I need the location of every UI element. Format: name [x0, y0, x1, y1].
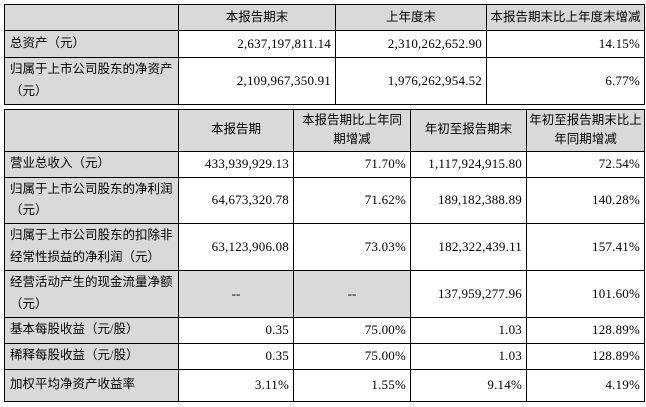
value-period-change: 71.70% — [293, 150, 411, 178]
table-row-diluted-eps: 稀释每股收益（元/股） 0.35 75.00% 1.03 128.89% — [4, 342, 645, 370]
reporting-period-summary-table: 本报告期 本报告期比上年同期增减 年初至报告期末 年初至报告期末比上年同期增减 … — [4, 108, 645, 402]
value-period: 0.35 — [178, 342, 294, 370]
metric-label: 归属于上市公司股东的扣除非经常性损益的净利润（元） — [4, 223, 179, 271]
value-prior-year-end: 1,976,262,954.52 — [335, 57, 487, 105]
table1-header-prior-year-end: 上年度末 — [335, 4, 487, 31]
table2-corner-cell — [4, 108, 179, 152]
table-row-weighted-average-roe: 加权平均净资产收益率 3.11% 1.55% 9.14% 4.19% — [4, 368, 645, 402]
table1-corner-cell — [4, 4, 179, 31]
metric-label: 基本每股收益（元/股） — [4, 316, 179, 344]
value-current-period-end: 2,109,967,350.91 — [178, 57, 336, 105]
value-period: 63,123,906.08 — [178, 223, 294, 271]
value-period-change: 75.00% — [293, 342, 411, 370]
metric-label: 经营活动产生的现金流量净额（元） — [4, 270, 179, 318]
table-row-net-profit: 归属于上市公司股东的净利润（元） 64,673,320.78 71.62% 18… — [4, 176, 645, 225]
table-row-net-profit-excl-nonrecurring: 归属于上市公司股东的扣除非经常性损益的净利润（元） 63,123,906.08 … — [4, 223, 645, 271]
value-current-period-end: 2,637,197,811.14 — [178, 30, 336, 58]
value-ytd-change: 140.28% — [526, 176, 645, 225]
table-row-total-revenue: 营业总收入（元） 433,939,929.13 71.70% 1,117,924… — [4, 150, 645, 178]
value-change: 14.15% — [486, 30, 645, 58]
table1-header-current-period-end: 本报告期末 — [178, 4, 336, 31]
value-period: 64,673,320.78 — [178, 176, 294, 225]
value-change: 6.77% — [486, 57, 645, 105]
value-period-change: -- — [293, 270, 411, 318]
value-ytd-change: 128.89% — [526, 342, 645, 370]
table2-header-row: 本报告期 本报告期比上年同期增减 年初至报告期末 年初至报告期末比上年同期增减 — [4, 108, 645, 152]
value-period: 0.35 — [178, 316, 294, 344]
metric-label: 加权平均净资产收益率 — [4, 368, 179, 402]
value-period: 433,939,929.13 — [178, 150, 294, 178]
metric-label: 归属于上市公司股东的净利润（元） — [4, 176, 179, 225]
value-ytd: 1.03 — [410, 342, 527, 370]
metric-label: 归属于上市公司股东的净资产（元） — [4, 57, 179, 105]
value-period-change: 75.00% — [293, 316, 411, 344]
table2-header-period: 本报告期 — [178, 108, 294, 152]
value-period-change: 1.55% — [293, 368, 411, 402]
value-prior-year-end: 2,310,262,652.90 — [335, 30, 487, 58]
value-ytd: 182,322,439.11 — [410, 223, 527, 271]
value-ytd-change: 72.54% — [526, 150, 645, 178]
value-ytd: 137,959,277.96 — [410, 270, 527, 318]
metric-label: 稀释每股收益（元/股） — [4, 342, 179, 370]
period-end-summary-table: 本报告期末 上年度末 本报告期末比上年度末增减 总资产（元） 2,637,197… — [4, 4, 645, 105]
value-ytd-change: 101.60% — [526, 270, 645, 318]
table1-header-row: 本报告期末 上年度末 本报告期末比上年度末增减 — [4, 4, 645, 31]
value-ytd-change: 157.41% — [526, 223, 645, 271]
value-period: -- — [178, 270, 294, 318]
table2-header-ytd-change: 年初至报告期末比上年同期增减 — [526, 108, 645, 152]
table-row-operating-cash-flow: 经营活动产生的现金流量净额（元） -- -- 137,959,277.96 10… — [4, 270, 645, 318]
table1-header-change: 本报告期末比上年度末增减 — [486, 4, 645, 31]
value-ytd: 189,182,388.89 — [410, 176, 527, 225]
table-row-basic-eps: 基本每股收益（元/股） 0.35 75.00% 1.03 128.89% — [4, 316, 645, 344]
value-ytd-change: 4.19% — [526, 368, 645, 402]
metric-label: 总资产（元） — [4, 30, 179, 58]
value-ytd: 1,117,924,915.80 — [410, 150, 527, 178]
value-period-change: 73.03% — [293, 223, 411, 271]
value-period-change: 71.62% — [293, 176, 411, 225]
value-ytd-change: 128.89% — [526, 316, 645, 344]
metric-label: 营业总收入（元） — [4, 150, 179, 178]
table-row-net-assets: 归属于上市公司股东的净资产（元） 2,109,967,350.91 1,976,… — [4, 57, 645, 105]
table2-header-period-change: 本报告期比上年同期增减 — [293, 108, 411, 152]
value-period: 3.11% — [178, 368, 294, 402]
table2-header-ytd: 年初至报告期末 — [410, 108, 527, 152]
value-ytd: 9.14% — [410, 368, 527, 402]
value-ytd: 1.03 — [410, 316, 527, 344]
table-row-total-assets: 总资产（元） 2,637,197,811.14 2,310,262,652.90… — [4, 30, 645, 58]
